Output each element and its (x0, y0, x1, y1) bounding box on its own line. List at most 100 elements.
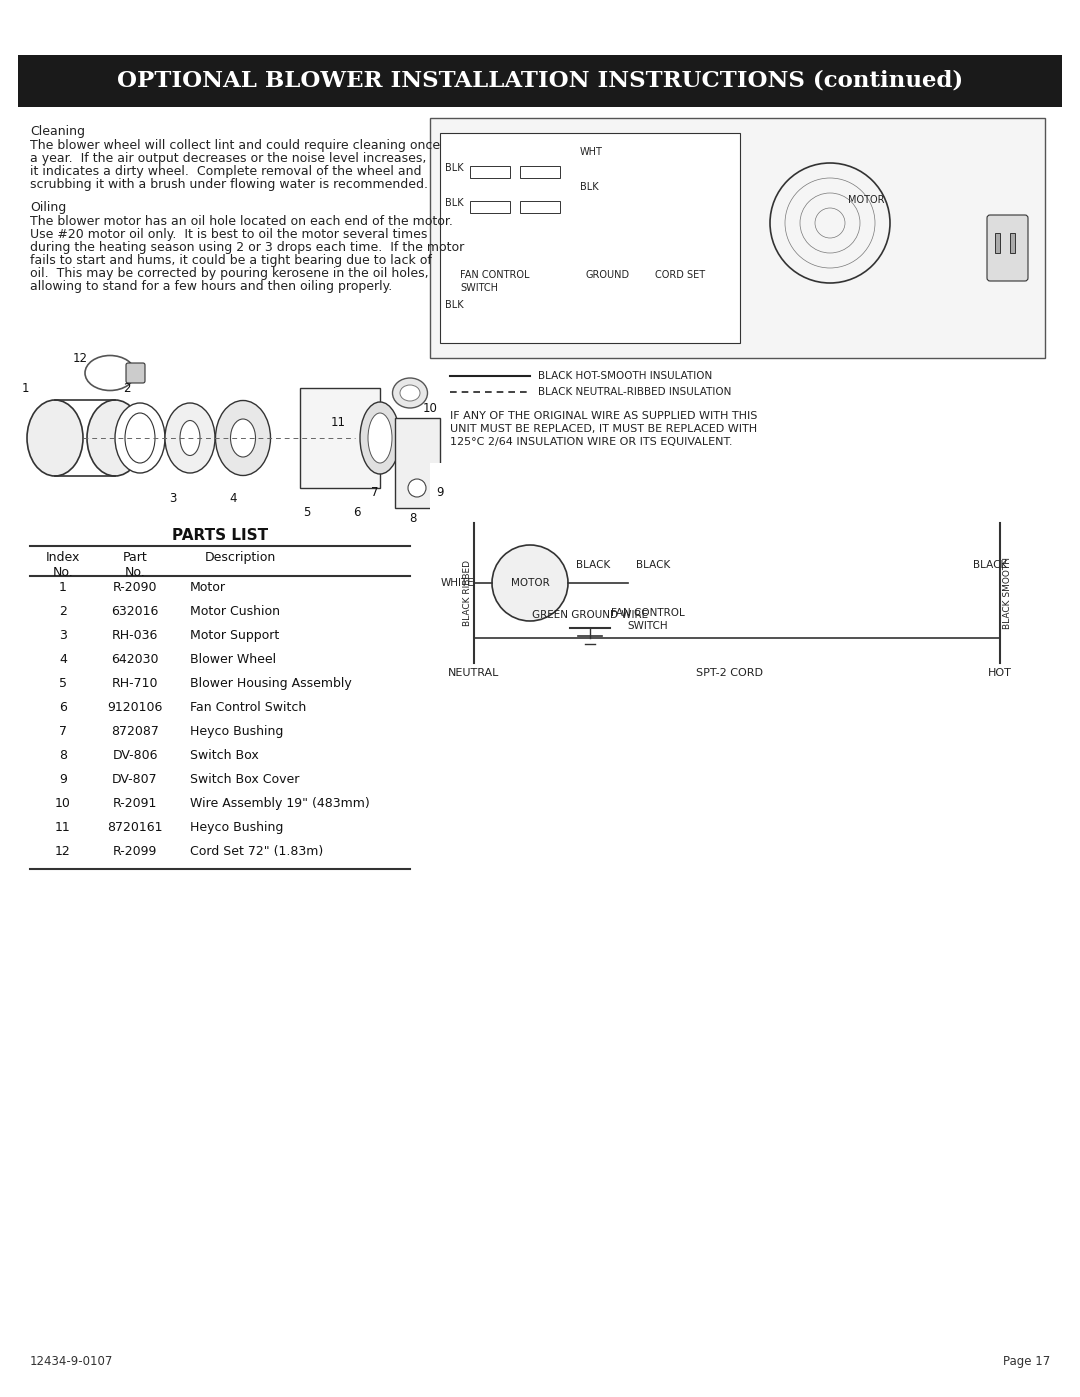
Ellipse shape (165, 402, 215, 474)
Text: Page 17: Page 17 (1002, 1355, 1050, 1368)
Text: BLACK HOT-SMOOTH INSULATION: BLACK HOT-SMOOTH INSULATION (538, 372, 712, 381)
Text: scrubbing it with a brush under flowing water is recommended.: scrubbing it with a brush under flowing … (30, 177, 428, 191)
Bar (430, 462, 1045, 683)
Text: 9: 9 (59, 773, 67, 787)
Text: GREEN GROUND WIRE: GREEN GROUND WIRE (532, 610, 648, 620)
Text: Motor Support: Motor Support (190, 629, 280, 643)
Text: SWITCH: SWITCH (627, 622, 669, 631)
Text: during the heating season using 2 or 3 drops each time.  If the motor: during the heating season using 2 or 3 d… (30, 242, 464, 254)
Text: 3: 3 (170, 492, 177, 504)
Text: OPTIONAL BLOWER INSTALLATION INSTRUCTIONS (continued): OPTIONAL BLOWER INSTALLATION INSTRUCTION… (117, 70, 963, 92)
Text: 12434-9-0107: 12434-9-0107 (30, 1355, 113, 1368)
Text: Part
No.: Part No. (123, 550, 147, 578)
Text: FAN CONTROL: FAN CONTROL (611, 608, 685, 617)
Text: 2: 2 (59, 605, 67, 617)
Text: 642030: 642030 (111, 652, 159, 666)
Text: Description: Description (205, 550, 276, 564)
Ellipse shape (114, 402, 165, 474)
Text: 9120106: 9120106 (107, 701, 163, 714)
Bar (21, 307, 420, 509)
Text: 8720161: 8720161 (107, 821, 163, 834)
Ellipse shape (392, 379, 428, 408)
FancyBboxPatch shape (987, 215, 1028, 281)
Text: R-2090: R-2090 (112, 581, 158, 594)
Text: 12: 12 (72, 352, 87, 365)
Text: Switch Box Cover: Switch Box Cover (190, 773, 299, 787)
Text: 10: 10 (422, 401, 437, 415)
Text: 8: 8 (59, 749, 67, 761)
Text: The blower motor has an oil hole located on each end of the motor.: The blower motor has an oil hole located… (30, 215, 453, 228)
Text: 2: 2 (123, 381, 131, 394)
Text: 7: 7 (59, 725, 67, 738)
Text: FAN CONTROL: FAN CONTROL (460, 270, 529, 279)
Text: Heyco Bushing: Heyco Bushing (190, 725, 283, 738)
Ellipse shape (368, 414, 392, 462)
Ellipse shape (87, 400, 143, 476)
FancyBboxPatch shape (18, 54, 1062, 108)
Text: SPT-2 CORD: SPT-2 CORD (697, 668, 764, 678)
Text: Blower Wheel: Blower Wheel (190, 652, 276, 666)
Text: 4: 4 (59, 652, 67, 666)
Text: Wire Assembly 19" (483mm): Wire Assembly 19" (483mm) (190, 798, 369, 810)
Text: 6: 6 (353, 507, 361, 520)
Text: GROUND: GROUND (585, 270, 630, 279)
Text: 5: 5 (303, 507, 311, 520)
Text: 632016: 632016 (111, 605, 159, 617)
Text: BLK: BLK (445, 300, 463, 310)
Text: Heyco Bushing: Heyco Bushing (190, 821, 283, 834)
Text: WHT: WHT (580, 147, 603, 156)
Text: a year.  If the air output decreases or the noise level increases,: a year. If the air output decreases or t… (30, 152, 427, 165)
Text: it indicates a dirty wheel.  Complete removal of the wheel and: it indicates a dirty wheel. Complete rem… (30, 165, 421, 177)
Bar (300, 388, 380, 488)
Text: BLK: BLK (580, 182, 598, 191)
Text: DV-806: DV-806 (112, 749, 158, 761)
FancyBboxPatch shape (126, 363, 145, 383)
Ellipse shape (180, 420, 200, 455)
Text: The blower wheel will collect lint and could require cleaning once: The blower wheel will collect lint and c… (30, 138, 441, 152)
Text: 11: 11 (55, 821, 71, 834)
Bar (995, 233, 1000, 253)
Text: Motor Cushion: Motor Cushion (190, 605, 280, 617)
Text: WHITE: WHITE (441, 578, 475, 588)
Text: BLACK NEUTRAL-RIBBED INSULATION: BLACK NEUTRAL-RIBBED INSULATION (538, 387, 731, 397)
Text: allowing to stand for a few hours and then oiling properly.: allowing to stand for a few hours and th… (30, 279, 392, 293)
Text: 7: 7 (372, 486, 379, 500)
Text: R-2091: R-2091 (112, 798, 158, 810)
Text: 8: 8 (409, 511, 417, 524)
Bar (470, 201, 510, 212)
Circle shape (492, 545, 568, 622)
Text: Blower Housing Assembly: Blower Housing Assembly (190, 678, 352, 690)
Text: BLK: BLK (445, 198, 463, 208)
Ellipse shape (27, 400, 83, 476)
Ellipse shape (360, 402, 400, 474)
Ellipse shape (230, 419, 256, 457)
Text: 1: 1 (22, 381, 29, 394)
Text: 125°C 2/64 INSULATION WIRE OR ITS EQUIVALENT.: 125°C 2/64 INSULATION WIRE OR ITS EQUIVA… (450, 437, 732, 447)
Text: BLACK RIBBED: BLACK RIBBED (463, 560, 473, 626)
Text: R-2099: R-2099 (112, 845, 158, 858)
Bar (430, 117, 1045, 358)
Ellipse shape (408, 479, 426, 497)
Text: MOTOR: MOTOR (848, 196, 885, 205)
Bar (470, 166, 510, 177)
Text: IF ANY OF THE ORIGINAL WIRE AS SUPPLIED WITH THIS: IF ANY OF THE ORIGINAL WIRE AS SUPPLIED … (450, 411, 757, 420)
Text: 5: 5 (59, 678, 67, 690)
Bar (519, 201, 561, 212)
Ellipse shape (400, 386, 420, 401)
Text: Fan Control Switch: Fan Control Switch (190, 701, 307, 714)
Text: SWITCH: SWITCH (460, 284, 498, 293)
Text: HOT: HOT (988, 668, 1012, 678)
Text: RH-710: RH-710 (111, 678, 159, 690)
Text: CORD SET: CORD SET (654, 270, 705, 279)
Text: Cleaning: Cleaning (30, 124, 85, 138)
Text: Switch Box: Switch Box (190, 749, 259, 761)
Ellipse shape (216, 401, 270, 475)
Text: oil.  This may be corrected by pouring kerosene in the oil holes,: oil. This may be corrected by pouring ke… (30, 267, 429, 279)
Text: 3: 3 (59, 629, 67, 643)
Text: UNIT MUST BE REPLACED, IT MUST BE REPLACED WITH: UNIT MUST BE REPLACED, IT MUST BE REPLAC… (450, 425, 757, 434)
Text: BLACK: BLACK (973, 560, 1008, 570)
Text: PARTS LIST: PARTS LIST (172, 528, 268, 543)
Text: Motor: Motor (190, 581, 226, 594)
Text: 6: 6 (59, 701, 67, 714)
Text: 10: 10 (55, 798, 71, 810)
